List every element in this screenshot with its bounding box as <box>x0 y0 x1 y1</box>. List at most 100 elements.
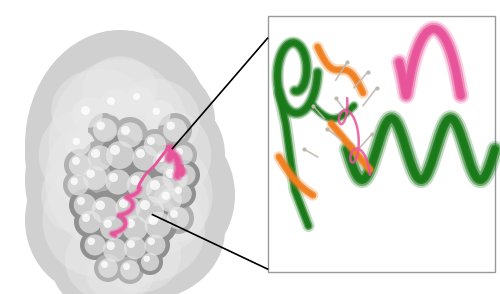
Ellipse shape <box>144 235 166 255</box>
Ellipse shape <box>68 175 88 196</box>
Ellipse shape <box>82 214 90 222</box>
Ellipse shape <box>140 230 170 260</box>
Ellipse shape <box>144 134 166 156</box>
Ellipse shape <box>41 158 109 233</box>
Ellipse shape <box>64 149 96 181</box>
Ellipse shape <box>112 117 148 153</box>
Ellipse shape <box>116 196 140 220</box>
Ellipse shape <box>119 199 128 208</box>
Ellipse shape <box>140 200 150 210</box>
Ellipse shape <box>158 113 192 147</box>
Ellipse shape <box>118 122 142 148</box>
Ellipse shape <box>142 168 209 243</box>
Ellipse shape <box>176 148 183 155</box>
Ellipse shape <box>132 146 158 171</box>
Ellipse shape <box>129 110 211 200</box>
Ellipse shape <box>166 121 175 130</box>
Ellipse shape <box>170 210 178 218</box>
Ellipse shape <box>152 108 160 115</box>
Ellipse shape <box>100 216 124 240</box>
Ellipse shape <box>110 145 120 155</box>
Ellipse shape <box>145 100 175 130</box>
Ellipse shape <box>86 191 124 229</box>
Ellipse shape <box>99 218 181 293</box>
Ellipse shape <box>104 220 112 228</box>
Ellipse shape <box>110 190 146 226</box>
Ellipse shape <box>88 113 122 147</box>
Ellipse shape <box>140 170 180 210</box>
Ellipse shape <box>70 178 78 185</box>
Ellipse shape <box>133 93 140 100</box>
Ellipse shape <box>124 237 146 259</box>
Ellipse shape <box>69 154 91 176</box>
Ellipse shape <box>30 145 120 245</box>
Bar <box>268 16 495 272</box>
Ellipse shape <box>158 188 182 212</box>
Ellipse shape <box>70 45 170 135</box>
Ellipse shape <box>130 90 150 110</box>
Ellipse shape <box>25 145 165 294</box>
Ellipse shape <box>127 140 163 176</box>
Ellipse shape <box>169 141 197 169</box>
Ellipse shape <box>82 140 118 176</box>
Ellipse shape <box>77 197 85 205</box>
Ellipse shape <box>110 79 200 161</box>
Ellipse shape <box>100 164 136 200</box>
Ellipse shape <box>141 253 159 271</box>
Ellipse shape <box>63 170 93 200</box>
Ellipse shape <box>92 197 118 223</box>
Ellipse shape <box>84 235 105 255</box>
Ellipse shape <box>74 206 106 238</box>
Ellipse shape <box>144 212 172 238</box>
Ellipse shape <box>98 258 118 278</box>
Ellipse shape <box>25 90 185 270</box>
Ellipse shape <box>175 187 182 194</box>
Ellipse shape <box>122 216 148 240</box>
Ellipse shape <box>88 146 112 171</box>
Ellipse shape <box>72 97 108 133</box>
Ellipse shape <box>96 121 105 130</box>
Ellipse shape <box>146 176 174 204</box>
Ellipse shape <box>104 94 126 116</box>
Ellipse shape <box>65 160 225 294</box>
Ellipse shape <box>136 149 145 158</box>
Ellipse shape <box>78 131 212 259</box>
Ellipse shape <box>172 184 192 204</box>
Ellipse shape <box>103 238 127 262</box>
Ellipse shape <box>162 166 188 191</box>
Ellipse shape <box>93 118 117 142</box>
Ellipse shape <box>117 210 153 246</box>
Ellipse shape <box>75 240 165 294</box>
Ellipse shape <box>74 194 96 216</box>
Ellipse shape <box>80 230 110 260</box>
Ellipse shape <box>153 183 187 217</box>
Ellipse shape <box>170 160 200 190</box>
Ellipse shape <box>116 256 144 284</box>
Ellipse shape <box>163 118 187 142</box>
Ellipse shape <box>86 249 154 294</box>
Ellipse shape <box>174 165 196 186</box>
Ellipse shape <box>25 30 215 260</box>
Ellipse shape <box>150 180 160 190</box>
Ellipse shape <box>70 134 90 156</box>
Ellipse shape <box>115 95 225 215</box>
Ellipse shape <box>121 166 159 204</box>
Ellipse shape <box>94 254 122 282</box>
Ellipse shape <box>126 172 154 198</box>
Ellipse shape <box>72 157 80 165</box>
Ellipse shape <box>50 205 170 294</box>
Ellipse shape <box>126 86 154 114</box>
Ellipse shape <box>178 168 185 175</box>
Ellipse shape <box>130 176 140 185</box>
Ellipse shape <box>120 260 140 280</box>
Ellipse shape <box>106 141 134 169</box>
Ellipse shape <box>130 190 170 230</box>
Ellipse shape <box>121 126 130 135</box>
Ellipse shape <box>173 145 193 165</box>
Ellipse shape <box>106 241 115 250</box>
Ellipse shape <box>148 238 155 245</box>
Ellipse shape <box>49 59 191 231</box>
Ellipse shape <box>42 164 148 276</box>
Ellipse shape <box>168 180 196 208</box>
Ellipse shape <box>55 110 235 280</box>
